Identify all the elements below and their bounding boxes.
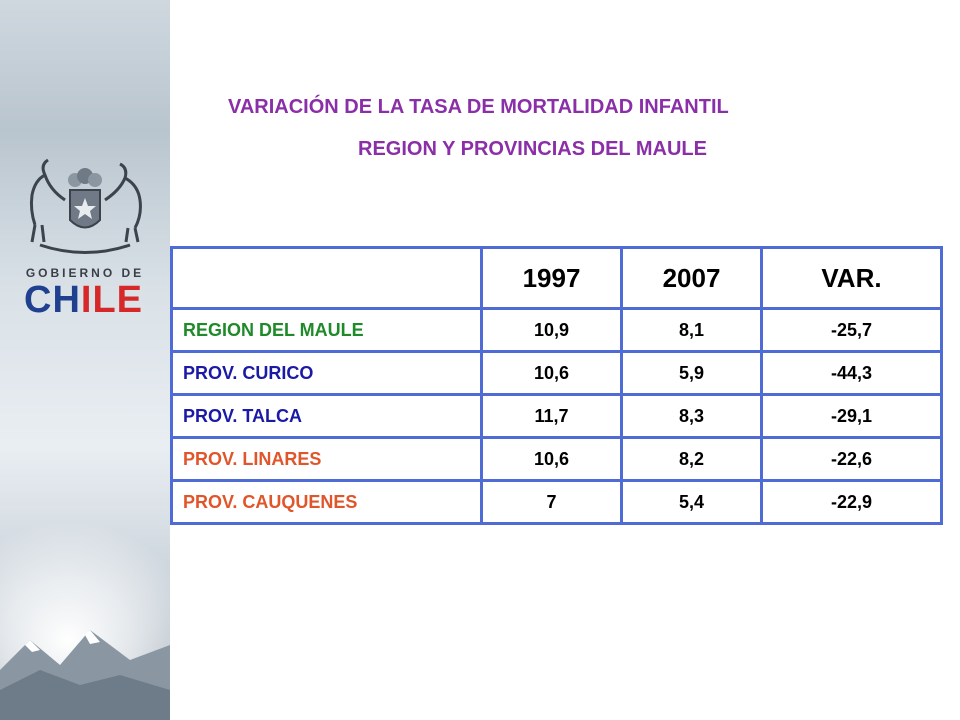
row-label: PROV. TALCA <box>170 393 483 439</box>
mountain-illustration <box>0 630 170 720</box>
chile-logo: CHILE <box>24 279 144 321</box>
coat-of-arms-icon <box>29 158 142 254</box>
cell-2007: 8,1 <box>620 307 763 353</box>
cell-var: -22,6 <box>760 436 943 482</box>
page-subtitle: REGION Y PROVINCIAS DEL MAULE <box>358 138 707 160</box>
row-label: PROV. CAUQUENES <box>170 479 483 525</box>
cell-2007: 5,9 <box>620 350 763 396</box>
header-1997: 1997 <box>480 246 623 310</box>
cell-1997: 11,7 <box>480 393 623 439</box>
row-label: PROV. LINARES <box>170 436 483 482</box>
cell-var: -22,9 <box>760 479 943 525</box>
table-row: REGION DEL MAULE 10,9 8,1 -25,7 <box>170 307 943 353</box>
page-title: VARIACIÓN DE LA TASA DE MORTALIDAD INFAN… <box>228 96 729 118</box>
table-row: PROV. TALCA 11,7 8,3 -29,1 <box>170 393 943 439</box>
header-var: VAR. <box>760 246 943 310</box>
cell-1997: 10,6 <box>480 436 623 482</box>
row-label: REGION DEL MAULE <box>170 307 483 353</box>
table-row: PROV. CAUQUENES 7 5,4 -22,9 <box>170 479 943 525</box>
cell-2007: 5,4 <box>620 479 763 525</box>
cell-1997: 10,6 <box>480 350 623 396</box>
header-empty <box>170 246 483 310</box>
table-row: PROV. LINARES 10,6 8,2 -22,6 <box>170 436 943 482</box>
gobierno-de-label: GOBIERNO DE <box>25 266 145 280</box>
cell-var: -44,3 <box>760 350 943 396</box>
cell-var: -29,1 <box>760 393 943 439</box>
row-label: PROV. CURICO <box>170 350 483 396</box>
cell-1997: 7 <box>480 479 623 525</box>
sidebar-panel: GOBIERNO DE CHILE <box>0 0 170 720</box>
table-header-row: 1997 2007 VAR. <box>170 246 943 310</box>
cell-var: -25,7 <box>760 307 943 353</box>
table-row: PROV. CURICO 10,6 5,9 -44,3 <box>170 350 943 396</box>
header-2007: 2007 <box>620 246 763 310</box>
cell-2007: 8,3 <box>620 393 763 439</box>
cell-2007: 8,2 <box>620 436 763 482</box>
cell-1997: 10,9 <box>480 307 623 353</box>
mortality-table: 1997 2007 VAR. REGION DEL MAULE 10,9 8,1… <box>170 246 943 525</box>
